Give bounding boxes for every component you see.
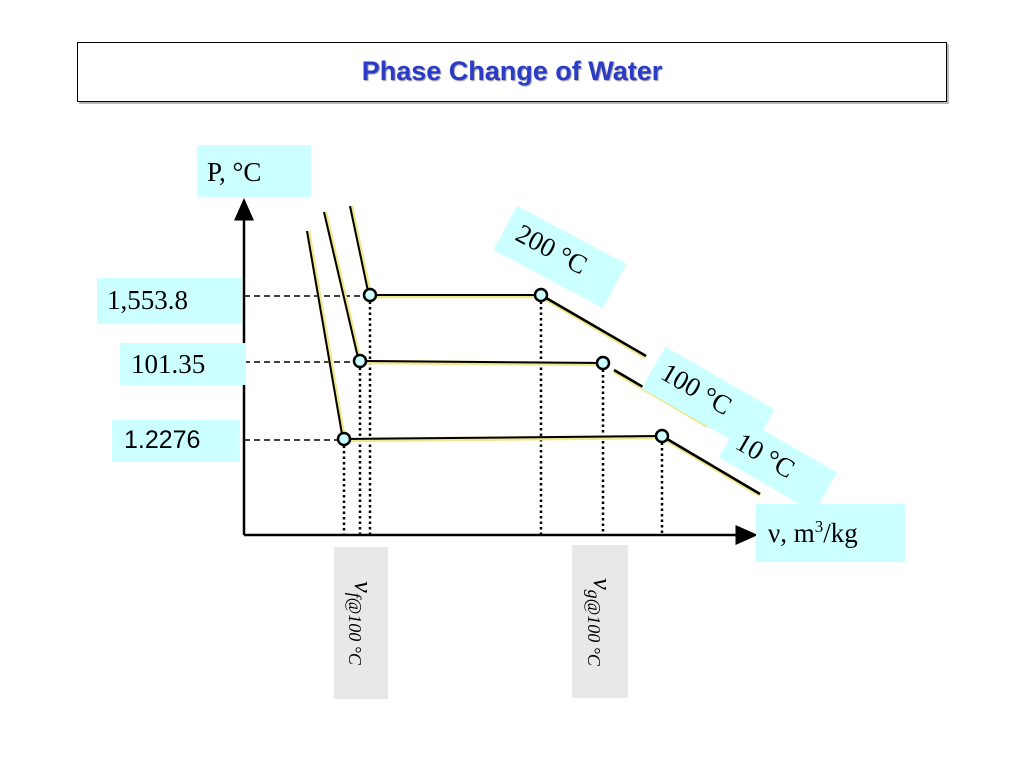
isotherm-10 bbox=[305, 230, 762, 497]
y-axis-label: P, °C bbox=[197, 145, 311, 197]
vg-subscript: g@100 °C bbox=[584, 589, 604, 666]
x-axis-label-prefix: ν, m bbox=[768, 518, 815, 548]
vf-label: vf@100 °C bbox=[334, 547, 388, 699]
pressure-value-high: 1,553.8 bbox=[107, 285, 188, 315]
point-vf-100 bbox=[352, 353, 368, 369]
point-vg-200 bbox=[533, 287, 549, 303]
vg-symbol: v bbox=[588, 577, 617, 590]
vf-symbol: v bbox=[349, 581, 378, 593]
vg-label: vg@100 °C bbox=[572, 545, 628, 698]
point-vg-100 bbox=[595, 355, 611, 371]
pressure-label-mid: 101.35 bbox=[120, 343, 246, 385]
x-axis-label: ν, m3/kg bbox=[756, 504, 905, 562]
pressure-value-mid: 101.35 bbox=[131, 349, 206, 379]
point-vg-10 bbox=[654, 428, 670, 444]
pressure-label-low: 1.2276 bbox=[112, 420, 240, 462]
slide-title: Phase Change of Water bbox=[361, 56, 663, 86]
x-axis-label-sup: 3 bbox=[814, 517, 824, 536]
vg-label-text: vg@100 °C bbox=[583, 578, 617, 666]
vf-label-text: vf@100 °C bbox=[344, 581, 378, 665]
point-vf-200 bbox=[362, 287, 378, 303]
y-axis-label-text: P, °C bbox=[207, 157, 262, 187]
vf-subscript: f@100 °C bbox=[345, 592, 365, 665]
x-axis-label-suffix: /kg bbox=[823, 518, 858, 548]
point-vf-10 bbox=[336, 431, 352, 447]
pressure-label-high: 1,553.8 bbox=[97, 278, 242, 324]
pressure-value-low: 1.2276 bbox=[124, 426, 201, 454]
isotherm-200 bbox=[348, 205, 648, 359]
title-box: Phase Change of Water bbox=[77, 42, 947, 102]
